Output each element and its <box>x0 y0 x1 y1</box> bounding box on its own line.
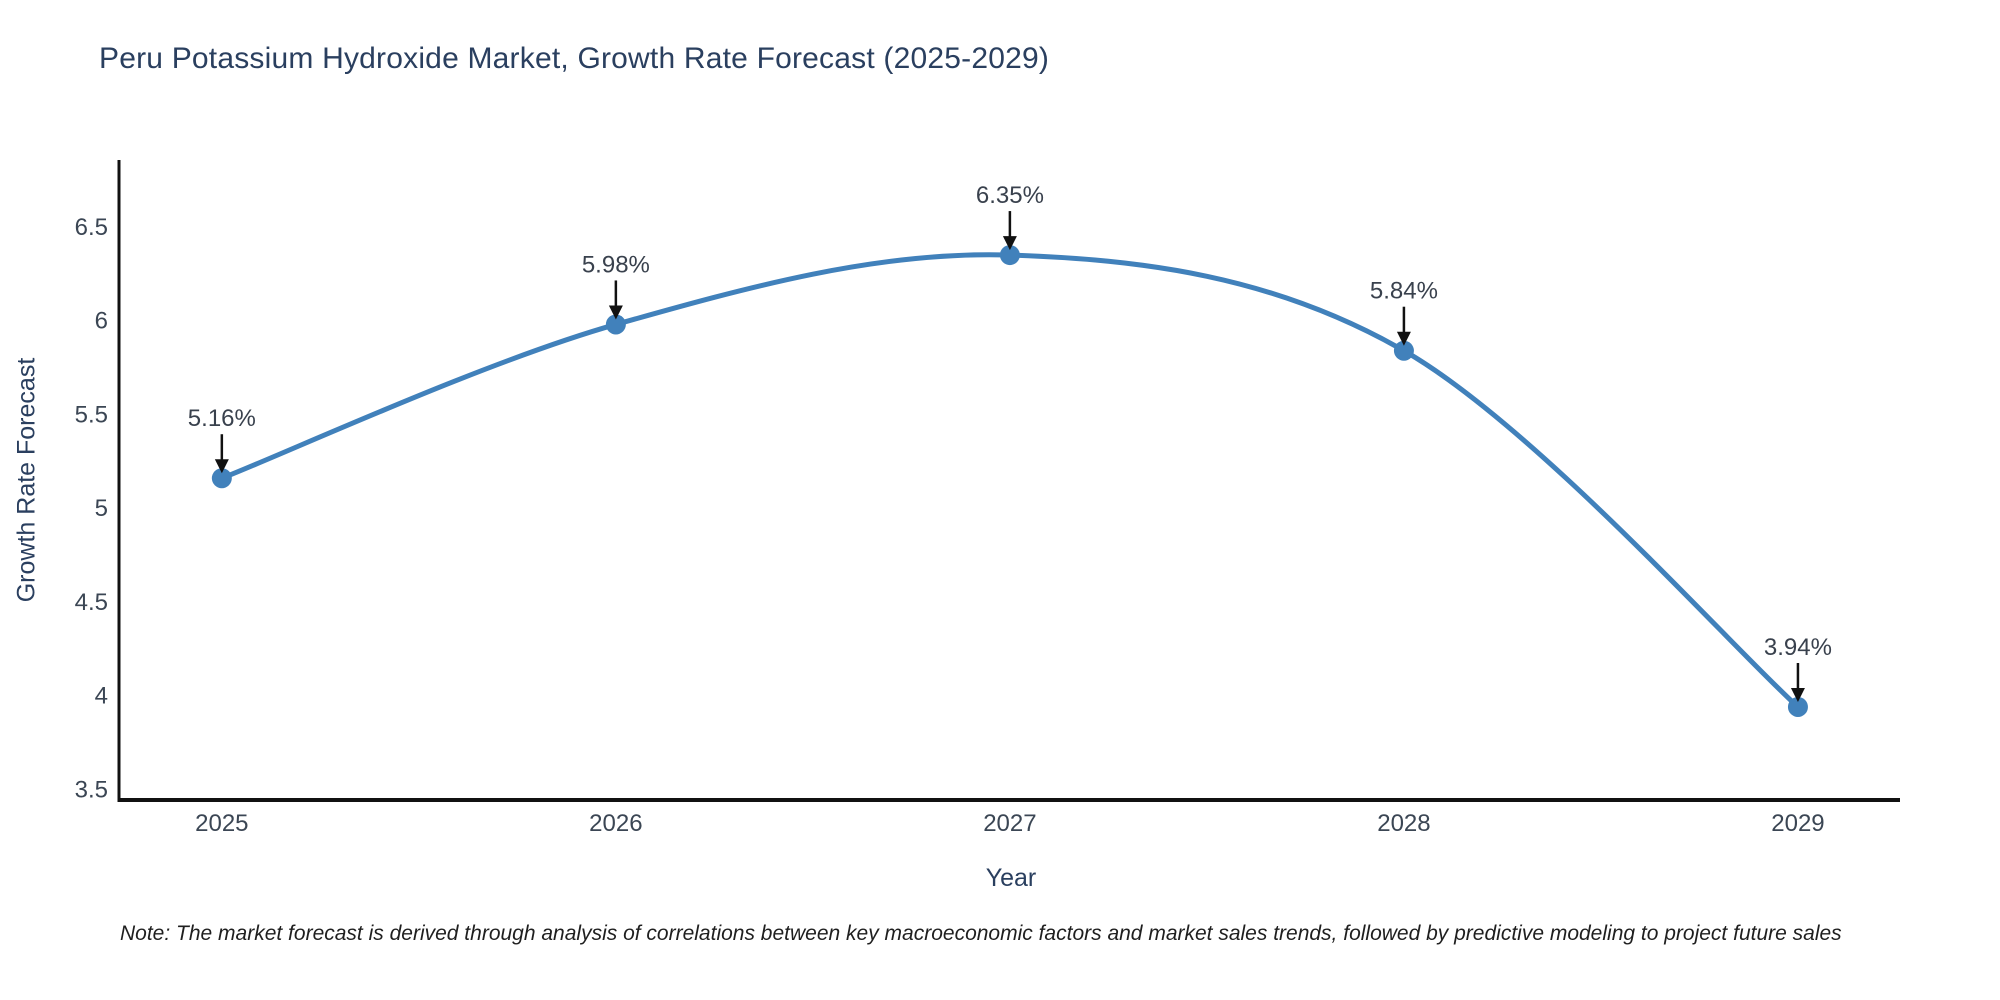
y-tick-label: 3.5 <box>75 776 108 803</box>
annotation-label: 5.84% <box>1370 278 1438 305</box>
annotation-label: 5.98% <box>582 251 650 278</box>
data-point-marker <box>211 468 232 489</box>
annotation-arrowhead <box>1790 687 1805 702</box>
data-point-marker <box>999 245 1020 266</box>
series-line <box>219 252 1801 710</box>
x-tick-label: 2027 <box>983 810 1036 837</box>
x-axis-title: Year <box>985 864 1037 892</box>
data-point-marker <box>1393 340 1414 361</box>
annotation-arrowhead <box>1002 236 1017 251</box>
annotation-label: 3.94% <box>1764 634 1832 661</box>
y-tick-label: 5.5 <box>75 401 108 428</box>
annotation-label: 5.16% <box>188 405 256 432</box>
y-tick-label: 6.5 <box>75 214 108 241</box>
x-tick-label: 2028 <box>1377 810 1430 837</box>
y-tick-label: 4 <box>95 683 108 710</box>
annotation-arrowhead <box>1396 331 1411 346</box>
y-tick-label: 5 <box>95 495 108 522</box>
annotation-label: 6.35% <box>976 182 1044 209</box>
annotation-arrowhead <box>214 459 229 474</box>
y-tick-label: 6 <box>95 308 108 335</box>
x-tick-label: 2029 <box>1771 810 1824 837</box>
data-point-marker <box>1787 696 1808 717</box>
y-tick-label: 4.5 <box>75 589 108 616</box>
data-point-marker <box>605 314 626 335</box>
footnote: Note: The market forecast is derived thr… <box>120 922 1842 945</box>
chart-title: Peru Potassium Hydroxide Market, Growth … <box>99 42 1050 75</box>
x-tick-label: 2025 <box>195 810 248 837</box>
x-tick-label: 2026 <box>589 810 642 837</box>
annotation-arrowhead <box>608 305 623 320</box>
